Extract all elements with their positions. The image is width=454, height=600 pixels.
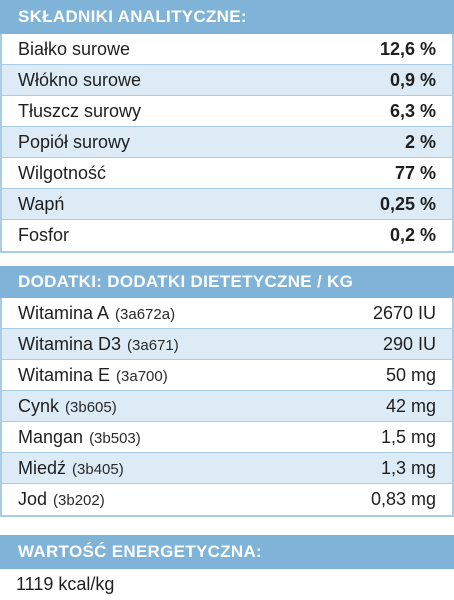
row-code: (3b503): [89, 429, 141, 447]
row-value: 6,3 %: [389, 100, 436, 121]
row-code: (3b405): [72, 460, 124, 478]
table-row: Popiół surowy 2 %: [2, 127, 452, 158]
analytic-section: SKŁADNIKI ANALITYCZNE: Białko surowe 12,…: [0, 0, 454, 253]
row-value: 2 %: [404, 131, 436, 152]
row-value: 1,5 mg: [380, 426, 436, 447]
row-label: Fosfor: [18, 225, 70, 245]
row-label: Jod: [18, 489, 48, 509]
table-row: Miedź (3b405) 1,3 mg: [2, 453, 452, 484]
analytic-title: SKŁADNIKI ANALITYCZNE:: [0, 0, 454, 34]
table-row: Włókno surowe 0,9 %: [2, 65, 452, 96]
row-value: 50 mg: [385, 364, 436, 385]
table-row: Witamina A (3a672a) 2670 IU: [2, 298, 452, 329]
row-label: Wapń: [18, 193, 65, 214]
table-row: Witamina E (3a700) 50 mg: [2, 360, 452, 391]
row-value: 12,6 %: [379, 38, 436, 59]
row-label: Witamina A: [18, 302, 110, 323]
row-label: Białko surowe: [18, 38, 131, 59]
row-value: 290 IU: [382, 333, 436, 354]
energy-title: WARTOŚĆ ENERGETYCZNA:: [0, 535, 454, 569]
row-value: 2670 IU: [372, 302, 436, 323]
row-label: Witamina D3: [18, 333, 122, 354]
row-value: 42 mg: [385, 395, 436, 416]
row-label: Mangan: [18, 426, 84, 447]
row-value: 0,25 %: [379, 193, 436, 214]
row-label: Wilgotność: [18, 162, 107, 183]
row-label: Włókno surowe: [18, 69, 142, 90]
row-value: 0,9 %: [389, 69, 436, 90]
row-label: Popiół surowy: [18, 131, 131, 152]
row-label: Cynk: [18, 395, 60, 416]
row-value: 0,2 %: [389, 225, 436, 245]
row-code: (3a671): [127, 336, 179, 354]
row-label: Miedź: [18, 457, 67, 478]
table-row: Mangan (3b503) 1,5 mg: [2, 422, 452, 453]
row-label: Tłuszcz surowy: [18, 100, 142, 121]
row-value: 1,3 mg: [380, 457, 436, 478]
additives-table: Witamina A (3a672a) 2670 IU Witamina D3 (3…: [0, 298, 454, 517]
row-code: (3a672a): [115, 305, 176, 323]
analytic-table: Białko surowe 12,6 % Włókno surowe 0,9 %…: [0, 34, 454, 253]
additives-title: DODATKI: DODATKI DIETETYCZNE / KG: [0, 266, 454, 298]
table-row: Jod (3b202) 0,83 mg: [2, 484, 452, 515]
row-code: (3b202): [53, 492, 105, 509]
table-row: Wapń 0,25 %: [2, 189, 452, 220]
table-row: Cynk (3b605) 42 mg: [2, 391, 452, 422]
table-row: Wilgotność 77 %: [2, 158, 452, 189]
row-code: (3b605): [65, 398, 117, 416]
energy-value: 1119 kcal/kg: [16, 574, 115, 594]
row-code: (3a700): [116, 367, 168, 385]
table-row: Białko surowe 12,6 %: [2, 34, 452, 65]
energy-section: WARTOŚĆ ENERGETYCZNA: 1119 kcal/kg: [0, 535, 454, 600]
row-label: Witamina E: [18, 364, 111, 385]
additives-section: DODATKI: DODATKI DIETETYCZNE / KG Witami…: [0, 266, 454, 517]
table-row: Fosfor 0,2 %: [2, 220, 452, 251]
table-row: Witamina D3 (3a671) 290 IU: [2, 329, 452, 360]
row-value: 0,83 mg: [370, 489, 436, 509]
table-row: Tłuszcz surowy 6,3 %: [2, 96, 452, 127]
row-value: 77 %: [394, 162, 436, 183]
